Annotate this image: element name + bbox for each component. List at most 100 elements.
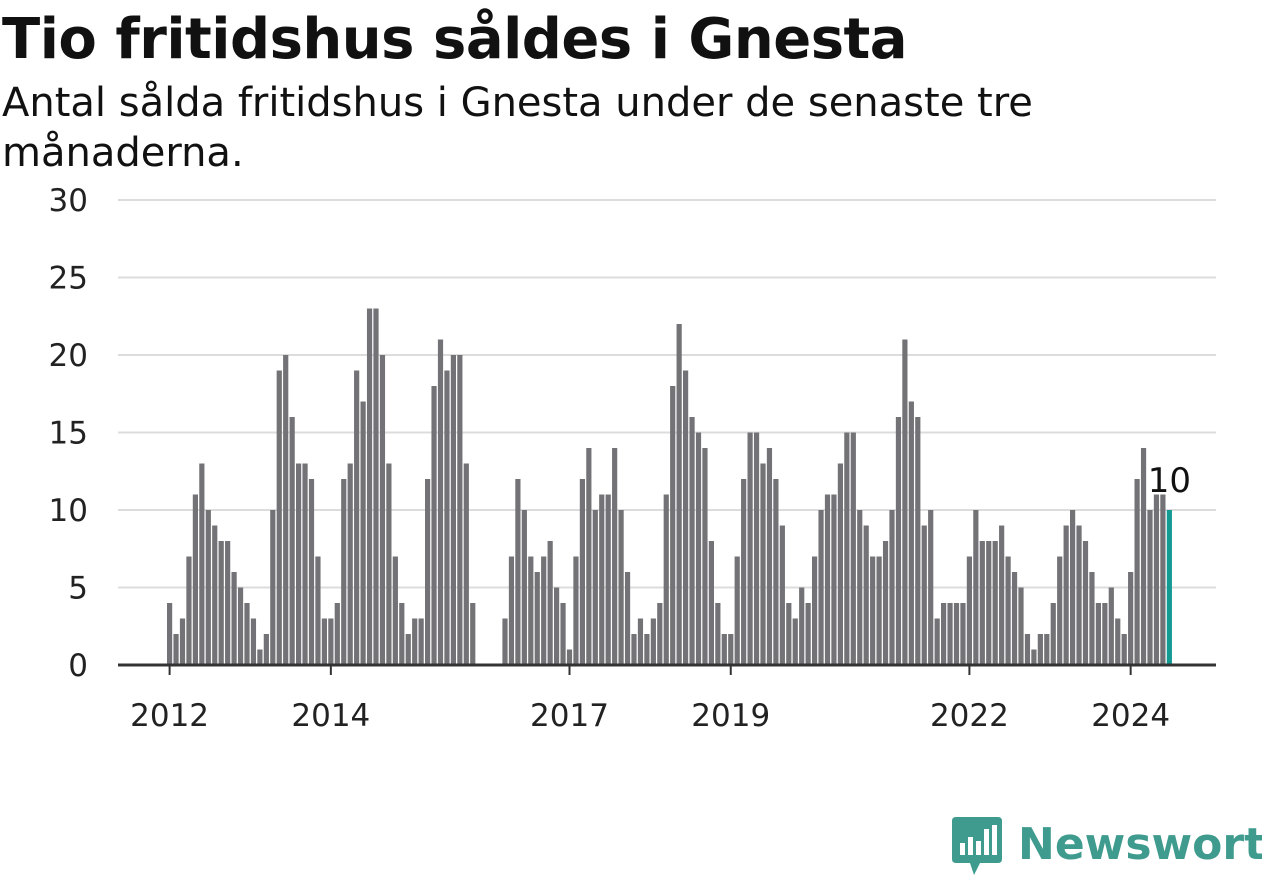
bar: [992, 541, 998, 665]
bar: [708, 541, 714, 665]
bar: [341, 479, 347, 665]
bar: [895, 417, 902, 665]
bar: [457, 355, 463, 665]
bar: [321, 618, 327, 665]
y-tick-label: 30: [49, 183, 88, 219]
bar: [1037, 634, 1043, 665]
bar: [1050, 603, 1056, 665]
bar: [450, 355, 456, 665]
bar: [263, 634, 269, 665]
bar: [766, 448, 773, 665]
bar: [812, 556, 818, 665]
bar: [1070, 510, 1076, 665]
bar: [986, 541, 992, 665]
latest-value-label: 10: [1148, 461, 1191, 501]
bar: [179, 618, 186, 665]
bar: [631, 634, 637, 665]
bar: [508, 556, 515, 665]
bar: [205, 510, 211, 665]
bar: [863, 525, 869, 665]
bar: [173, 634, 179, 665]
data-labels: 10: [1148, 461, 1191, 501]
bar: [463, 463, 469, 665]
bar: [296, 463, 302, 665]
bar: [534, 572, 540, 665]
bar: [1108, 587, 1114, 665]
bar: [837, 463, 843, 665]
bar: [824, 494, 831, 665]
x-tick-label: 2022: [930, 698, 1009, 734]
bar: [289, 417, 295, 665]
bar: [1147, 510, 1153, 665]
bar: [1018, 587, 1024, 665]
bar: [960, 603, 966, 665]
bar: [1076, 525, 1082, 665]
bar: [599, 494, 605, 665]
y-tick-label: 15: [49, 416, 88, 452]
bar: [612, 448, 618, 665]
bar: [231, 572, 237, 665]
bar: [1102, 603, 1108, 665]
bar: [721, 634, 727, 665]
bar: [1134, 479, 1140, 665]
bar: [1153, 494, 1160, 665]
bar: [850, 432, 856, 665]
bar-latest: [1166, 510, 1172, 665]
bar: [1044, 634, 1050, 665]
bar: [618, 510, 624, 665]
bar: [244, 603, 250, 665]
bar: [947, 603, 953, 665]
bar: [566, 649, 573, 665]
bar: [908, 401, 914, 665]
bar: [1140, 448, 1147, 665]
bar: [418, 618, 424, 665]
x-tick-label: 2019: [691, 698, 770, 734]
bar: [328, 618, 334, 665]
bar: [760, 463, 766, 665]
bar: [573, 556, 579, 665]
bar: [928, 510, 934, 665]
bar: [1024, 634, 1031, 665]
bar: [753, 432, 760, 665]
bar: [715, 603, 721, 665]
newsworthy-logo: Newsworthy: [950, 815, 1262, 879]
bar: [399, 603, 405, 665]
bar: [192, 494, 198, 665]
bar: [663, 494, 669, 665]
bar: [218, 541, 224, 665]
bar: [366, 308, 373, 665]
bar: [1121, 634, 1127, 665]
bar: [521, 510, 527, 665]
bars: [167, 308, 1172, 665]
bar: [270, 510, 276, 665]
bar: [1063, 525, 1069, 665]
bar: [934, 618, 940, 665]
bar: [1031, 649, 1037, 665]
bar: [257, 649, 263, 665]
bar: [818, 510, 824, 665]
bar: [676, 324, 682, 665]
bar: [276, 370, 282, 665]
y-tick-label: 20: [49, 338, 88, 374]
bar: [650, 618, 656, 665]
bar: [741, 479, 747, 665]
bar: [541, 556, 547, 665]
bar: [870, 556, 876, 665]
bar: [689, 417, 695, 665]
y-tick-label: 5: [68, 571, 88, 607]
bar: [1005, 556, 1011, 665]
bar: [831, 494, 837, 665]
bar: [334, 603, 340, 665]
bar: [670, 386, 676, 665]
bar: [405, 634, 411, 665]
bar: [560, 603, 566, 665]
chart-title: Tio fritidshus såldes i Gnesta: [2, 7, 908, 72]
bar: [657, 603, 663, 665]
bar: [1128, 572, 1134, 665]
bar: [915, 417, 921, 665]
y-tick-label: 10: [49, 493, 88, 529]
bar: [347, 463, 353, 665]
bar: [876, 556, 882, 665]
bar: [315, 556, 321, 665]
bar: [779, 525, 785, 665]
